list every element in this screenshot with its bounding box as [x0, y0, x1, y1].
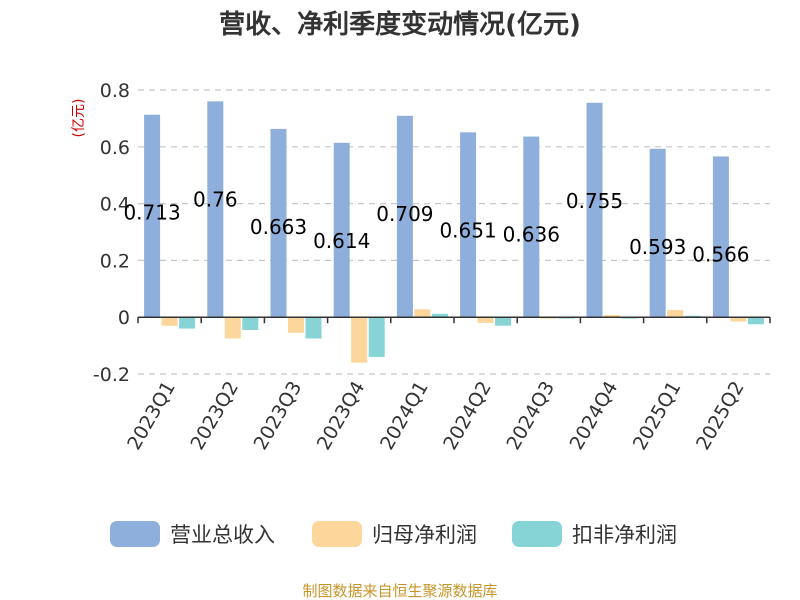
bar-net-profit — [288, 317, 304, 333]
bar-revenue — [460, 132, 477, 318]
bar-net-profit — [414, 309, 431, 318]
bar-deducted-net-profit — [305, 317, 322, 339]
y-tick-label: 0.8 — [100, 80, 130, 102]
x-tick-label: 2025Q2 — [692, 378, 749, 454]
y-tick-label: 0 — [118, 307, 130, 329]
bar-deducted-net-profit — [495, 317, 512, 326]
data-label: 0.713 — [123, 201, 180, 225]
bar-deducted-net-profit — [431, 313, 448, 318]
bar-net-profit — [351, 317, 368, 363]
bar-revenue — [649, 148, 666, 318]
source-note: 制图数据来自恒生聚源数据库 — [302, 582, 497, 600]
bar-revenue — [270, 128, 287, 318]
x-tick-label: 2023Q1 — [123, 378, 180, 454]
y-unit-label: (亿元) — [71, 99, 87, 138]
x-tick-label: 2024Q3 — [502, 378, 559, 454]
x-tick-label: 2024Q2 — [439, 377, 496, 453]
bar-deducted-net-profit — [179, 317, 196, 329]
bar-deducted-net-profit — [368, 317, 385, 357]
bar-deducted-net-profit — [242, 317, 259, 330]
bar-net-profit — [477, 317, 494, 323]
x-tick-label: 2023Q2 — [186, 378, 243, 454]
bar-revenue — [396, 115, 413, 318]
data-label: 0.651 — [439, 218, 496, 242]
legend-item[interactable]: 归母净利润 — [312, 521, 477, 547]
data-label: 0.614 — [313, 229, 370, 253]
bar-revenue — [144, 114, 161, 318]
legend-label: 归母净利润 — [372, 523, 477, 547]
x-axis: 2023Q1 2023Q2 2023Q3 2023Q4 2024Q1 2024Q2 2024… — [123, 316, 771, 454]
x-tick-label: 2025Q1 — [629, 378, 686, 454]
y-tick-label: 0.6 — [100, 137, 130, 159]
data-label: 0.566 — [692, 242, 749, 266]
x-tick-label: 2023Q4 — [313, 378, 370, 454]
legend-label: 营业总收入 — [170, 523, 275, 547]
bar-revenue — [207, 101, 224, 318]
bar-net-profit — [667, 310, 684, 318]
y-tick-label: 0.2 — [100, 250, 130, 272]
y-tick-label: 0.4 — [100, 194, 130, 216]
bar-deducted-net-profit — [747, 317, 764, 325]
bar-net-profit — [730, 317, 747, 322]
bar-revenue — [523, 136, 540, 318]
legend-swatch — [512, 521, 562, 547]
legend-swatch — [110, 521, 160, 547]
x-tick-label: 2023Q3 — [250, 378, 307, 454]
y-axis: -0.2 0 0.2 0.4 0.6 0.8 — [93, 80, 130, 386]
legend-item[interactable]: 扣非净利润 — [512, 521, 677, 547]
legend: 营业总收入 归母净利润 扣非净利润 — [110, 521, 677, 547]
legend-item[interactable]: 营业总收入 — [110, 521, 275, 547]
bar-net-profit — [161, 317, 178, 326]
bar-net-profit — [224, 317, 241, 339]
data-label: 0.709 — [376, 202, 433, 226]
bar-revenue — [586, 102, 603, 318]
chart-title: 营收、净利季度变动情况(亿元) — [219, 9, 581, 40]
bar-revenue — [333, 142, 350, 318]
data-label: 0.76 — [193, 187, 238, 211]
y-tick-label: -0.2 — [93, 364, 130, 386]
x-tick-label: 2024Q4 — [566, 378, 623, 454]
legend-label: 扣非净利润 — [572, 523, 677, 547]
data-label: 0.755 — [566, 189, 623, 213]
x-tick-label: 2024Q1 — [376, 378, 433, 454]
data-label: 0.593 — [629, 235, 686, 259]
bar-revenue — [712, 156, 729, 318]
bar-net-profit — [604, 314, 620, 318]
data-label: 0.663 — [250, 215, 307, 239]
data-label: 0.636 — [503, 223, 560, 247]
legend-swatch — [312, 521, 362, 547]
bars — [144, 101, 764, 363]
